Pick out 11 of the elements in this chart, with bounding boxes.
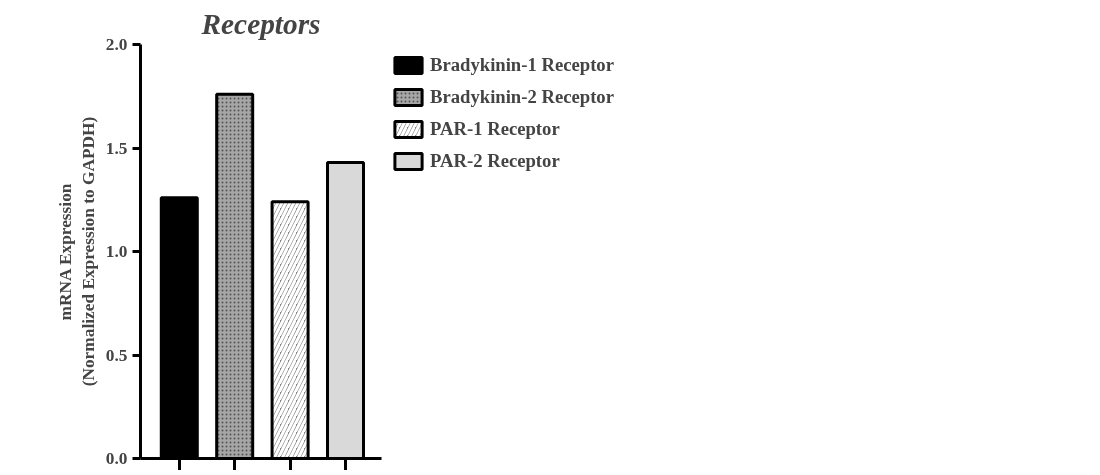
- y-tick-label: 1.0: [105, 242, 128, 261]
- y-tick-label: 0.0: [105, 449, 128, 468]
- chart-title: Receptors: [200, 7, 321, 40]
- y-tick-label: 0.5: [105, 345, 128, 365]
- legend-label: PAR-1 Receptor: [430, 118, 560, 140]
- y-axis-title: mRNA Expression (Normalized Expression to GAPDH): [56, 116, 98, 387]
- y-tick-label: 1.5: [105, 138, 128, 158]
- legend-label: Bradykinin-2 Receptor: [430, 86, 614, 108]
- legend-label: PAR-2 Receptor: [430, 150, 560, 172]
- y-tick-label: 2.0: [105, 35, 128, 54]
- legend-label: Bradykinin-1 Receptor: [430, 54, 614, 76]
